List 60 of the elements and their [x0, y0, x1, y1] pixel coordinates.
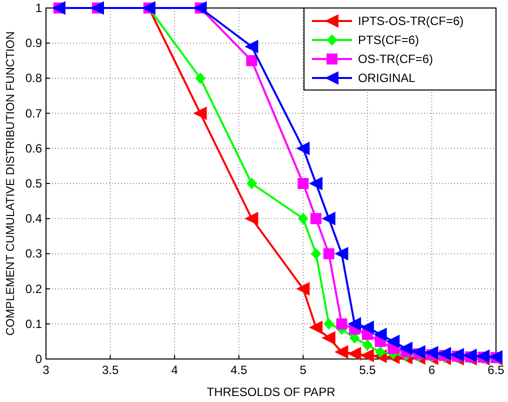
- point: [298, 213, 308, 224]
- x-tick-label: 4: [171, 363, 178, 377]
- x-tick-label: 3.5: [102, 363, 119, 377]
- point: [425, 346, 438, 360]
- point: [245, 40, 258, 54]
- y-tick-label: 0.4: [25, 212, 42, 226]
- point: [246, 55, 258, 66]
- point: [450, 348, 464, 362]
- y-tick-label: 0.8: [25, 71, 42, 86]
- point: [362, 339, 372, 350]
- y-tick-label: 0.9: [25, 36, 42, 50]
- x-tick-label: 6.5: [488, 363, 505, 377]
- point: [296, 282, 310, 296]
- x-tick-label: 4.5: [230, 363, 248, 377]
- point: [335, 345, 348, 358]
- y-axis-title: COMPLEMENT CUMULATIVE DISTRIBUTION FUNCTION: [5, 31, 17, 336]
- point: [195, 72, 206, 84]
- point: [412, 345, 426, 358]
- point: [348, 347, 362, 360]
- point: [298, 178, 309, 189]
- y-tick-label: 0.3: [25, 246, 42, 261]
- point: [322, 331, 336, 344]
- point: [374, 328, 387, 341]
- x-tick-label: 6: [428, 363, 436, 377]
- point: [386, 334, 400, 348]
- legend-label: OS-TR(CF=6): [358, 52, 434, 66]
- point: [324, 318, 334, 330]
- point: [360, 348, 374, 362]
- point: [310, 177, 322, 190]
- y-tick-label: 0: [35, 352, 42, 366]
- x-tick-label: 3: [42, 363, 50, 377]
- y-tick-label: 0.7: [25, 106, 42, 120]
- y-tick-label: 0.6: [25, 141, 42, 156]
- point: [336, 318, 348, 330]
- point: [400, 342, 412, 355]
- point: [245, 212, 258, 226]
- y-tick-label: 0.2: [25, 282, 42, 296]
- point: [375, 346, 386, 358]
- legend-label: IPTS-OS-TR(CF=6): [358, 14, 464, 28]
- x-tick-label: 5.5: [359, 363, 376, 377]
- point: [335, 247, 348, 260]
- x-axis-title: THRESOLDS OF PAPR: [206, 385, 336, 399]
- point: [194, 106, 207, 120]
- point: [310, 320, 322, 334]
- legend-label: ORIGINAL: [358, 71, 416, 85]
- y-tick-label: 0.5: [25, 176, 42, 190]
- point: [246, 178, 257, 189]
- legend-label: PTS(CF=6): [358, 33, 420, 47]
- point: [348, 317, 362, 330]
- point: [322, 212, 336, 226]
- point: [464, 348, 477, 362]
- point: [311, 248, 321, 260]
- point: [360, 320, 374, 334]
- y-tick-label: 0.1: [25, 316, 42, 331]
- y-tick-label: 1: [35, 1, 42, 15]
- point: [323, 248, 334, 260]
- x-tick-label: 5: [300, 363, 307, 377]
- point: [310, 213, 322, 224]
- point: [296, 142, 310, 155]
- point: [438, 347, 452, 360]
